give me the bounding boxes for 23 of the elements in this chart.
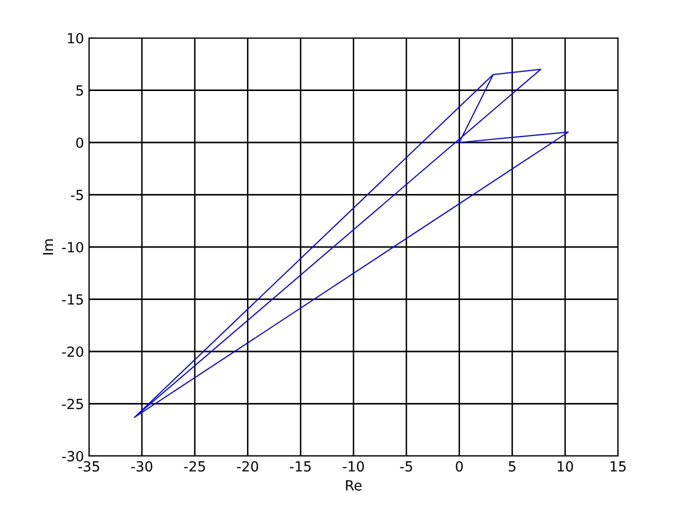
y-tick-label: -30: [62, 450, 84, 462]
x-tick-label: 15: [610, 461, 626, 472]
y-tick-label: -5: [70, 190, 83, 200]
y-tick-label: 5: [76, 85, 83, 96]
y-axis-title: Im: [42, 239, 54, 254]
y-tick-label: -20: [62, 346, 84, 357]
y-tick-label: 10: [68, 32, 84, 44]
x-tick-label: -20: [237, 461, 258, 472]
x-tick-label: 5: [508, 461, 516, 472]
y-tick-label: -15: [62, 294, 83, 305]
y-tick-label: 0: [76, 137, 84, 148]
x-tick-label: -5: [400, 461, 412, 472]
x-tick-label: 0: [456, 461, 463, 472]
x-tick-label: -10: [342, 461, 364, 472]
x-tick-label: -30: [131, 461, 152, 472]
x-tick-label: -35: [78, 461, 100, 472]
x-tick-label: 10: [558, 461, 574, 472]
x-axis-title: Re: [346, 480, 362, 491]
y-tick-label: -10: [62, 242, 84, 252]
line-series: [134, 68, 569, 418]
x-tick-label: -15: [290, 461, 311, 472]
y-tick-label: -25: [62, 398, 83, 410]
x-tick-label: -25: [184, 461, 205, 472]
